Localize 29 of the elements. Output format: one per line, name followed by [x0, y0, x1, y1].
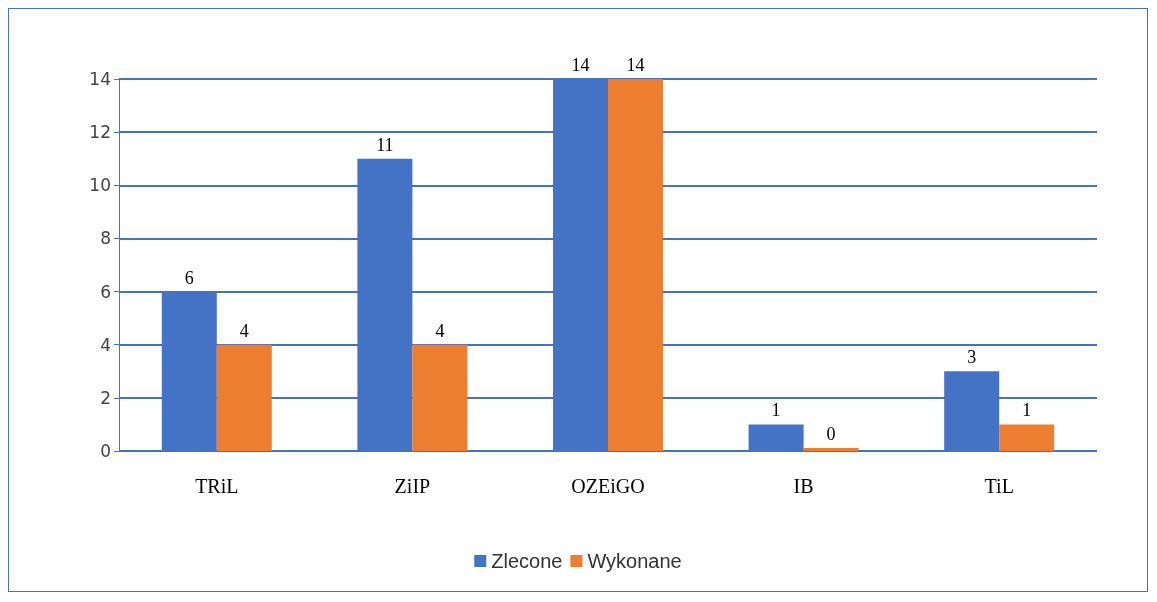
bar: [412, 344, 468, 451]
x-tick-label: TiL: [984, 475, 1014, 497]
data-label: 14: [571, 55, 590, 75]
y-tick-label: 0: [100, 441, 111, 461]
data-label: 6: [184, 267, 194, 288]
y-tick-label: 4: [100, 334, 111, 355]
y-tick-label: 12: [89, 122, 111, 143]
bar: [999, 424, 1055, 451]
bar: [216, 344, 272, 451]
data-label: 14: [626, 55, 645, 75]
data-label: 11: [376, 134, 394, 155]
x-tick-label: ZiIP: [394, 475, 431, 497]
data-label: 1: [771, 400, 781, 421]
y-tick-label: 2: [100, 387, 111, 408]
data-label: 1: [1022, 400, 1032, 421]
y-tick-label: 10: [89, 175, 111, 196]
y-tick-label: 8: [100, 228, 111, 249]
bar: [608, 79, 663, 451]
legend-label: Wykonane: [587, 550, 682, 572]
legend-label: Zlecone: [491, 550, 563, 572]
x-tick-label: OZEiGO: [571, 475, 645, 497]
data-label: 4: [239, 320, 249, 341]
data-label: 3: [967, 347, 977, 368]
x-tick-label: IB: [793, 475, 814, 497]
y-tick-label: 6: [100, 281, 111, 302]
y-tick-label: 14: [89, 69, 111, 89]
x-tick-label: TRiL: [195, 475, 239, 497]
data-label: 0: [826, 424, 836, 444]
data-label: 4: [435, 320, 445, 341]
